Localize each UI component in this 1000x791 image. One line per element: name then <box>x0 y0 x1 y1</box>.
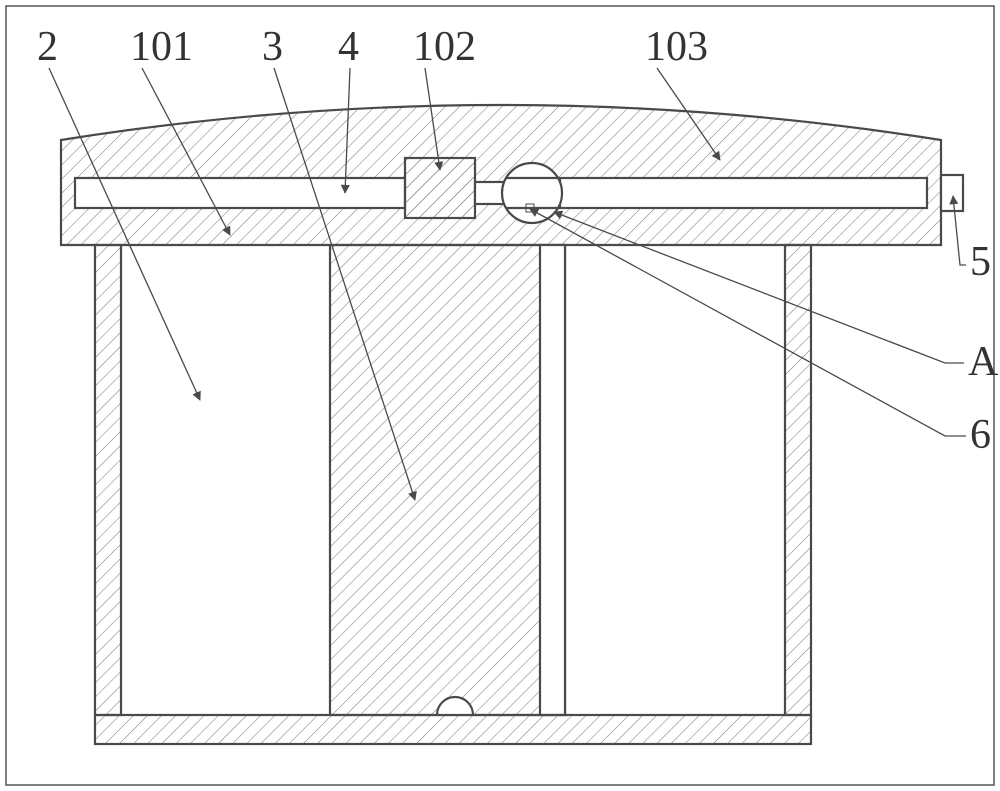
label-6: 6 <box>970 412 991 458</box>
label-3: 3 <box>262 24 283 70</box>
label-102: 102 <box>413 24 476 70</box>
label-A: A <box>968 339 999 385</box>
label-4: 4 <box>338 24 359 70</box>
label-5: 5 <box>970 239 991 285</box>
label-103: 103 <box>645 24 708 70</box>
label-101: 101 <box>130 24 193 70</box>
label-2: 2 <box>37 24 58 70</box>
